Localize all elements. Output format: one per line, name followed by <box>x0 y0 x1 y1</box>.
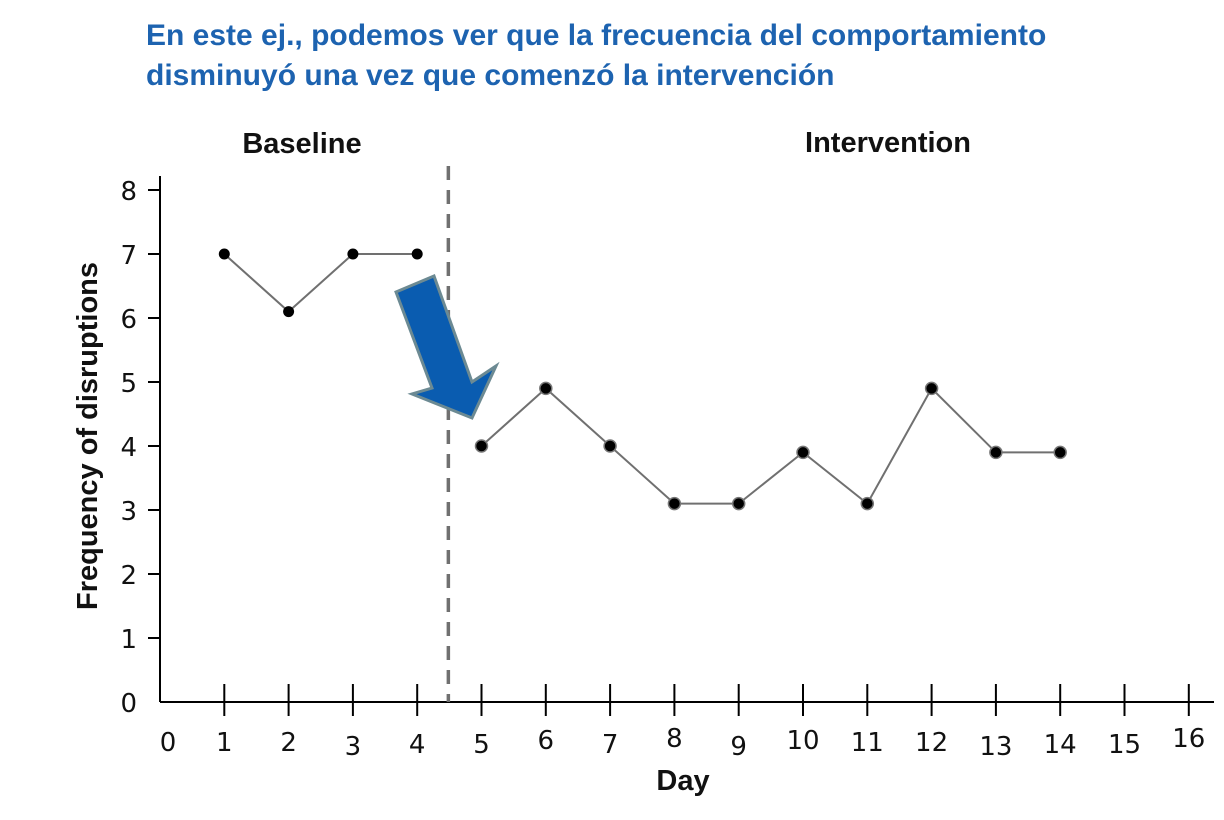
x-ticks: 0 1 2 3 4 5 6 7 8 9 10 11 12 13 14 15 16 <box>160 684 1205 762</box>
data-point <box>218 248 230 260</box>
series-line-1 <box>480 386 1061 506</box>
y-tick-label: 2 <box>120 561 137 591</box>
x-tick-label: 5 <box>473 730 490 760</box>
y-tick-label: 3 <box>120 497 137 527</box>
x-tick-label: 12 <box>915 728 948 758</box>
data-point <box>1053 445 1067 460</box>
data-point <box>603 439 617 453</box>
axes <box>159 176 1214 703</box>
series-lines <box>223 253 1061 506</box>
x-tick-label: 9 <box>730 732 747 762</box>
x-tick-label: 10 <box>786 726 819 756</box>
y-tick-label: 0 <box>120 689 137 719</box>
x-tick-label: 11 <box>851 728 884 758</box>
data-point <box>411 248 423 260</box>
series-points <box>218 248 1067 511</box>
x-tick-label: 14 <box>1044 730 1077 760</box>
y-tick-label: 7 <box>120 241 137 271</box>
data-point <box>924 381 939 396</box>
data-point <box>474 439 489 453</box>
down-arrow-icon <box>394 274 500 420</box>
y-tick-label: 6 <box>120 305 137 335</box>
x-tick-label: 4 <box>409 730 426 760</box>
phase-label-baseline: Baseline <box>242 128 361 160</box>
x-tick-label: 7 <box>602 730 619 760</box>
data-point <box>283 306 295 318</box>
x-tick-label: 13 <box>979 732 1012 762</box>
y-axis-title: Frequency of disruptions <box>72 262 104 610</box>
x-tick-label: 8 <box>666 724 683 754</box>
x-tick-label: 3 <box>345 732 362 762</box>
data-point <box>667 496 682 511</box>
y-tick-label: 5 <box>120 369 137 399</box>
series-line-0 <box>223 253 418 313</box>
x-tick-label: 0 <box>160 728 177 758</box>
data-point <box>347 248 359 260</box>
data-point <box>860 496 875 511</box>
data-point <box>989 445 1003 460</box>
x-tick-label: 6 <box>538 726 555 756</box>
y-tick-label: 8 <box>120 177 137 207</box>
headline: En este ej., podemos ver que la frecuenc… <box>146 16 1186 96</box>
x-tick-label: 1 <box>216 728 233 758</box>
y-ticks: 0 1 2 3 4 5 6 7 8 <box>120 177 160 719</box>
y-tick-label: 4 <box>120 433 137 463</box>
data-point <box>796 445 810 460</box>
data-point <box>731 496 746 511</box>
x-tick-label: 2 <box>280 728 297 758</box>
data-point <box>539 381 553 396</box>
x-tick-label: 16 <box>1172 724 1205 754</box>
y-tick-label: 1 <box>120 625 137 655</box>
x-axis-title: Day <box>656 765 709 797</box>
headline-line-2: disminuyó una vez que comenzó la interve… <box>146 59 835 92</box>
headline-line-1: En este ej., podemos ver que la frecuenc… <box>146 19 1047 52</box>
x-tick-label: 15 <box>1108 730 1141 760</box>
phase-label-intervention: Intervention <box>805 127 971 159</box>
